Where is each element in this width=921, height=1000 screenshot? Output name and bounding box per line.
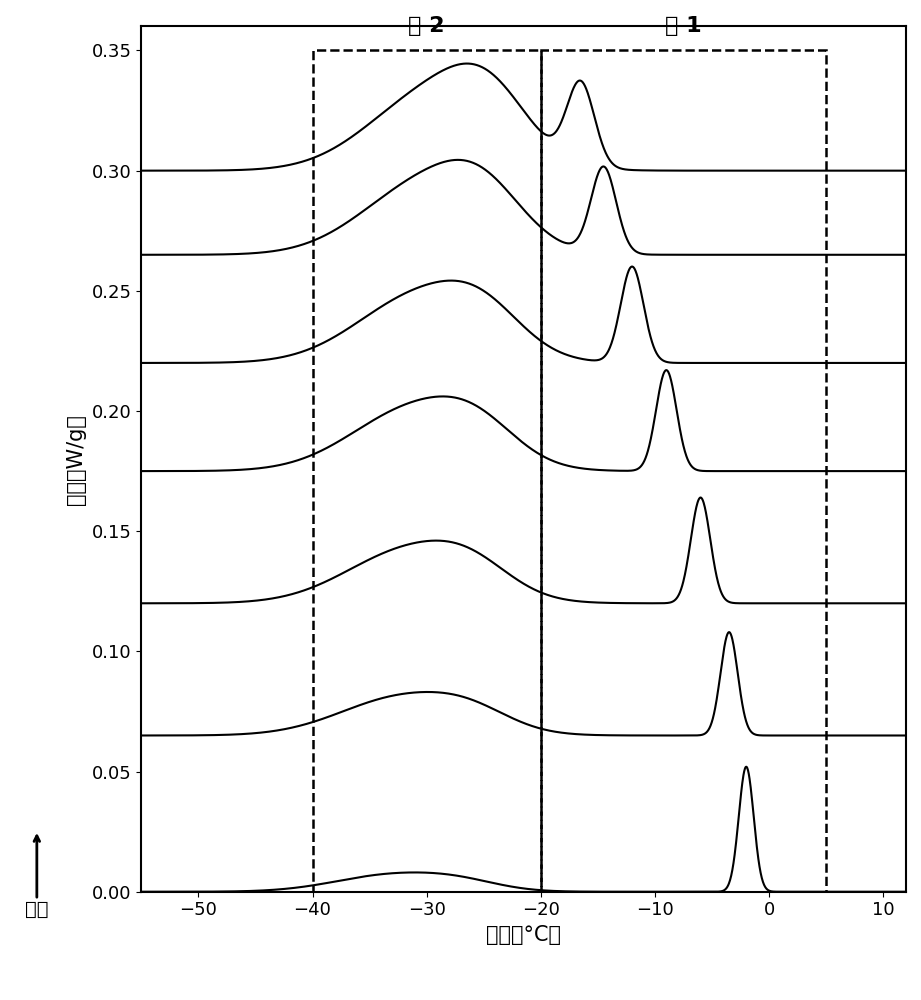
X-axis label: 温度（°C）: 温度（°C） [486,925,561,945]
Y-axis label: 热流（W/g）: 热流（W/g） [66,414,86,505]
Text: 放热: 放热 [25,900,49,919]
Text: 峰 1: 峰 1 [665,16,702,36]
Bar [312,50,541,892]
Text: 峰 2: 峰 2 [408,16,445,36]
Bar [541,50,826,892]
